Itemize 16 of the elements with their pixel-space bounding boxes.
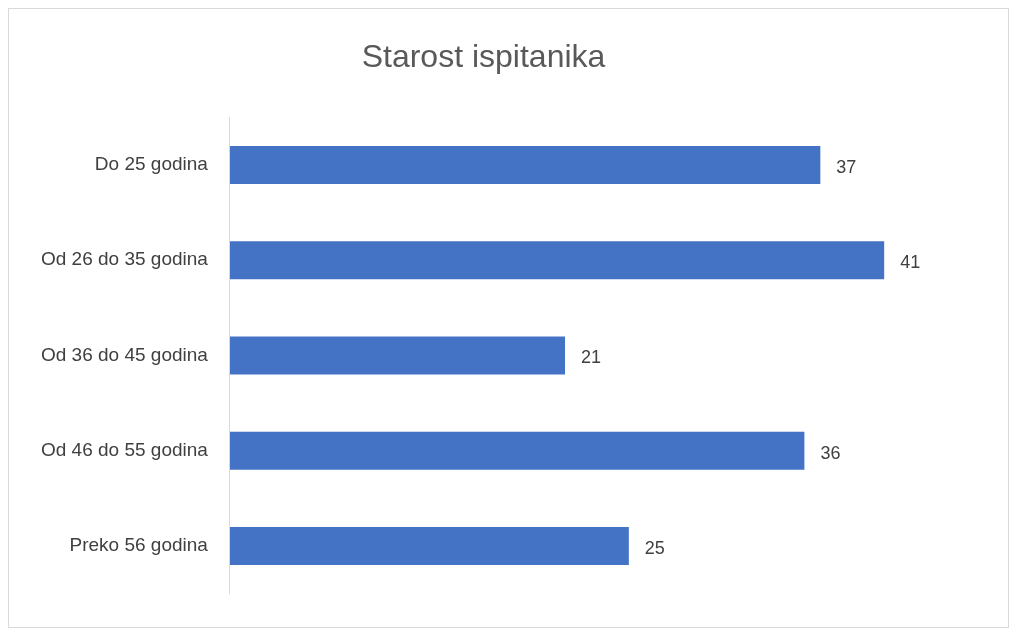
y-tick-label: Od 46 do 55 godina [41, 438, 209, 460]
y-tick-label: Od 36 do 45 godina [41, 343, 209, 365]
data-label: 21 [581, 347, 602, 368]
y-tick-label: Preko 56 godina [69, 534, 209, 556]
bar [229, 336, 566, 375]
data-label: 41 [900, 252, 921, 273]
bar [229, 241, 885, 280]
chart-title: Starost ispitanika [361, 38, 606, 75]
y-tick-label: Od 26 do 35 godina [41, 248, 209, 270]
data-label: 37 [836, 156, 857, 177]
data-label: 25 [644, 537, 665, 558]
bar [229, 431, 805, 470]
bar [229, 145, 821, 185]
y-tick-label: Do 25 godina [94, 153, 209, 175]
bar [229, 526, 629, 566]
data-label: 36 [820, 442, 841, 463]
